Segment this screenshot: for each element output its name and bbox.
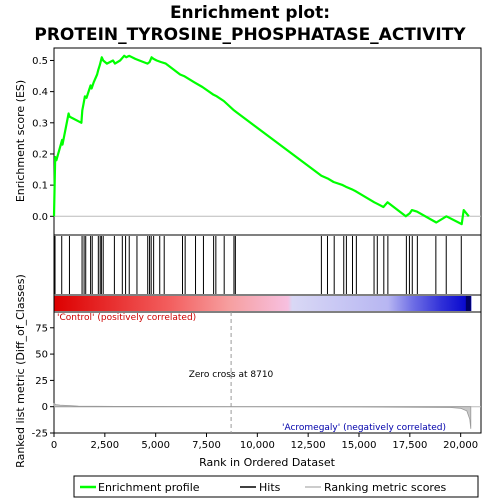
legend-hits-label: Hits (259, 481, 281, 494)
x-tick-label: 15,000 (342, 440, 377, 451)
x-tick-label: 12,500 (291, 440, 326, 451)
legend-box (73, 475, 479, 498)
es-y-tick-label: 0.5 (32, 56, 48, 67)
metric-y-tick-label: 0 (42, 402, 48, 413)
metric-color-bar-fill (54, 296, 472, 311)
es-y-axis-label: Enrichment score (ES) (14, 80, 27, 202)
metric-y-tick-label: 25 (35, 376, 48, 387)
metric-color-bar (54, 296, 472, 311)
es-y-tick-label: 0.0 (32, 212, 48, 223)
es-y-tick-label: 0.2 (32, 149, 48, 160)
positive-class-label: 'Control' (positively correlated) (57, 313, 196, 323)
es-curve-group (52, 54, 470, 226)
x-tick-label: 7,500 (192, 440, 221, 451)
x-axis-label: Rank in Ordered Dataset (199, 456, 336, 469)
chart-title-line2: PROTEIN_TYROSINE_PHOSPHATASE_ACTIVITY (34, 25, 466, 45)
hit-lines (54, 236, 462, 294)
ranked-metric-group (53, 312, 481, 433)
metric-y-tick-label: -25 (32, 429, 48, 440)
ranking-metric-area (53, 402, 472, 429)
metric-y-tick-label: 50 (35, 350, 48, 361)
zero-cross-label: Zero cross at 8710 (189, 370, 274, 380)
x-axis-ticks: 0 2,500 5,000 7,500 10,000 12,500 15,000 17,500… (51, 433, 478, 451)
metric-color-bar-end (465, 296, 471, 311)
x-tick-label: 10,000 (240, 440, 275, 451)
metric-panel (53, 311, 482, 434)
metric-y-ticks: -25 0 25 50 75 (32, 323, 54, 440)
legend-enrichment-label: Enrichment profile (98, 481, 200, 494)
x-tick-label: 20,000 (443, 440, 478, 451)
metric-y-tick-label: 75 (35, 323, 48, 334)
x-tick-label: 0 (51, 440, 57, 451)
x-tick-label: 2,500 (91, 440, 120, 451)
chart-title-line1: Enrichment plot: (170, 3, 330, 23)
es-y-tick-label: 0.4 (32, 87, 48, 98)
es-y-tick-label: 0.1 (32, 181, 48, 192)
es-y-tick-label: 0.3 (32, 118, 48, 129)
x-tick-label: 5,000 (141, 440, 170, 451)
legend-metric-label: Ranking metric scores (324, 481, 446, 494)
es-y-ticks: 0.0 0.1 0.2 0.3 0.4 0.5 (32, 56, 54, 223)
es-panel (53, 47, 482, 236)
enrichment-profile-line (52, 54, 470, 226)
negative-class-label: 'Acromegaly' (negatively correlated) (282, 423, 446, 433)
metric-y-axis-label: Ranked list metric (Diff_of_Classes) (14, 274, 27, 468)
x-tick-label: 17,500 (392, 440, 427, 451)
